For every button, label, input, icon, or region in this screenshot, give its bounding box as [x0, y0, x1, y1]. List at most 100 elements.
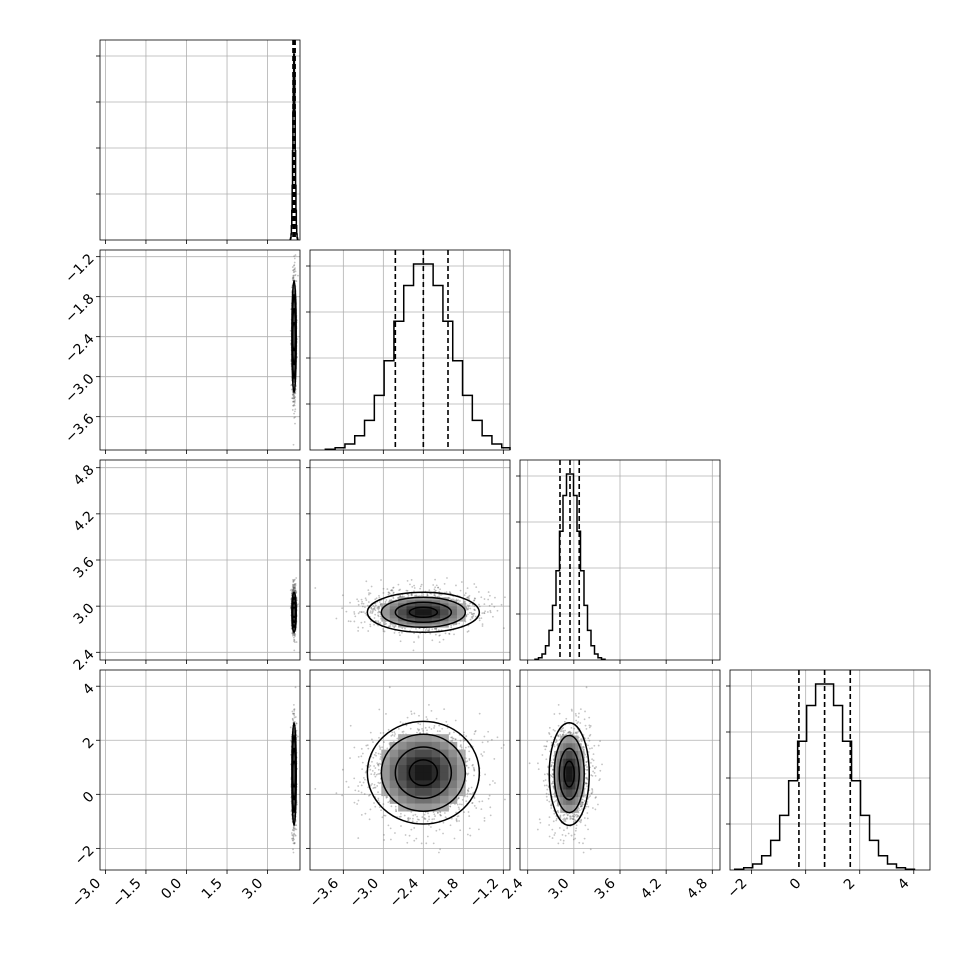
sample-point — [496, 609, 499, 612]
density-cell — [448, 612, 458, 616]
sample-point — [373, 607, 376, 610]
sample-point — [473, 599, 475, 602]
sample-point — [295, 641, 298, 643]
sample-point — [369, 610, 372, 613]
sample-point — [293, 397, 295, 400]
sample-point — [378, 606, 381, 608]
sample-point — [377, 608, 380, 611]
sample-point — [466, 613, 469, 616]
sample-point — [448, 591, 451, 593]
sample-point — [295, 591, 298, 593]
sample-point — [493, 605, 496, 608]
sample-point — [294, 392, 297, 395]
sample-point — [390, 598, 393, 601]
sample-point — [293, 400, 296, 403]
sample-point — [450, 626, 453, 629]
sample-point — [417, 635, 420, 638]
sample-point — [295, 722, 298, 725]
sample-point — [466, 630, 469, 633]
sample-point — [353, 613, 356, 615]
sample-point — [292, 404, 295, 407]
sample-point — [292, 393, 295, 396]
sample-point — [426, 594, 429, 597]
density-cell — [389, 606, 399, 610]
sample-point — [471, 613, 474, 616]
sample-point — [377, 610, 380, 613]
density-cell — [389, 618, 399, 622]
sample-point — [502, 627, 505, 629]
sample-point — [353, 620, 356, 623]
sample-point — [466, 587, 469, 590]
sample-point — [480, 596, 483, 599]
sample-point — [293, 416, 296, 419]
sample-point — [378, 601, 381, 603]
sample-point — [292, 276, 294, 279]
sample-point — [292, 276, 295, 279]
panel-frame — [519, 459, 721, 661]
sample-point — [428, 627, 431, 630]
sample-point — [293, 268, 296, 271]
sample-point — [413, 590, 415, 593]
sample-point — [391, 589, 393, 591]
sample-point — [407, 594, 410, 597]
sample-point — [294, 589, 297, 591]
sample-point — [357, 603, 360, 606]
sample-point — [374, 609, 377, 612]
sample-point — [426, 594, 429, 597]
sample-point — [292, 634, 294, 637]
sample-point — [347, 620, 350, 623]
sample-point — [293, 841, 296, 844]
sample-point — [434, 633, 437, 636]
marginal-panel-0 — [96, 39, 301, 244]
sample-point — [354, 615, 357, 618]
sample-point — [392, 586, 394, 589]
sample-point — [380, 579, 382, 581]
sample-point — [410, 593, 413, 596]
sample-point — [293, 270, 296, 273]
sample-point — [291, 393, 294, 396]
panel-frame — [729, 669, 931, 871]
sample-point — [415, 627, 417, 630]
sample-point — [401, 631, 403, 634]
sample-point — [478, 617, 481, 620]
sample-point — [293, 578, 296, 581]
sample-point — [387, 591, 390, 594]
sample-point — [383, 630, 386, 633]
sample-point — [457, 599, 460, 602]
sample-point — [420, 583, 423, 586]
sample-point — [440, 593, 442, 596]
sample-point — [292, 400, 295, 403]
sample-point — [452, 598, 455, 601]
sample-point — [431, 628, 434, 631]
joint-content — [289, 686, 299, 854]
sample-point — [293, 584, 296, 586]
sample-point — [364, 606, 366, 609]
sample-point — [471, 617, 474, 620]
sample-point — [368, 593, 370, 596]
sample-point — [379, 604, 382, 607]
sample-point — [335, 617, 338, 620]
sample-point — [444, 632, 447, 635]
sample-point — [293, 395, 296, 398]
density-cell — [381, 606, 391, 610]
sample-point — [399, 588, 402, 591]
sample-point — [292, 269, 295, 272]
density-cell — [431, 621, 441, 625]
sample-point — [462, 601, 465, 604]
sample-point — [294, 422, 296, 425]
sample-point — [399, 640, 402, 643]
sample-point — [438, 595, 440, 598]
sample-point — [294, 589, 297, 592]
sample-point — [292, 712, 294, 715]
sample-point — [295, 828, 298, 831]
sample-point — [292, 851, 295, 854]
sample-point — [378, 596, 381, 599]
sample-point — [292, 279, 294, 282]
sample-point — [294, 416, 296, 419]
sample-point — [469, 607, 472, 610]
density-cell — [456, 606, 466, 610]
sample-point — [393, 631, 396, 634]
sample-point — [473, 605, 476, 608]
sample-point — [382, 628, 385, 630]
sample-point — [434, 589, 437, 592]
